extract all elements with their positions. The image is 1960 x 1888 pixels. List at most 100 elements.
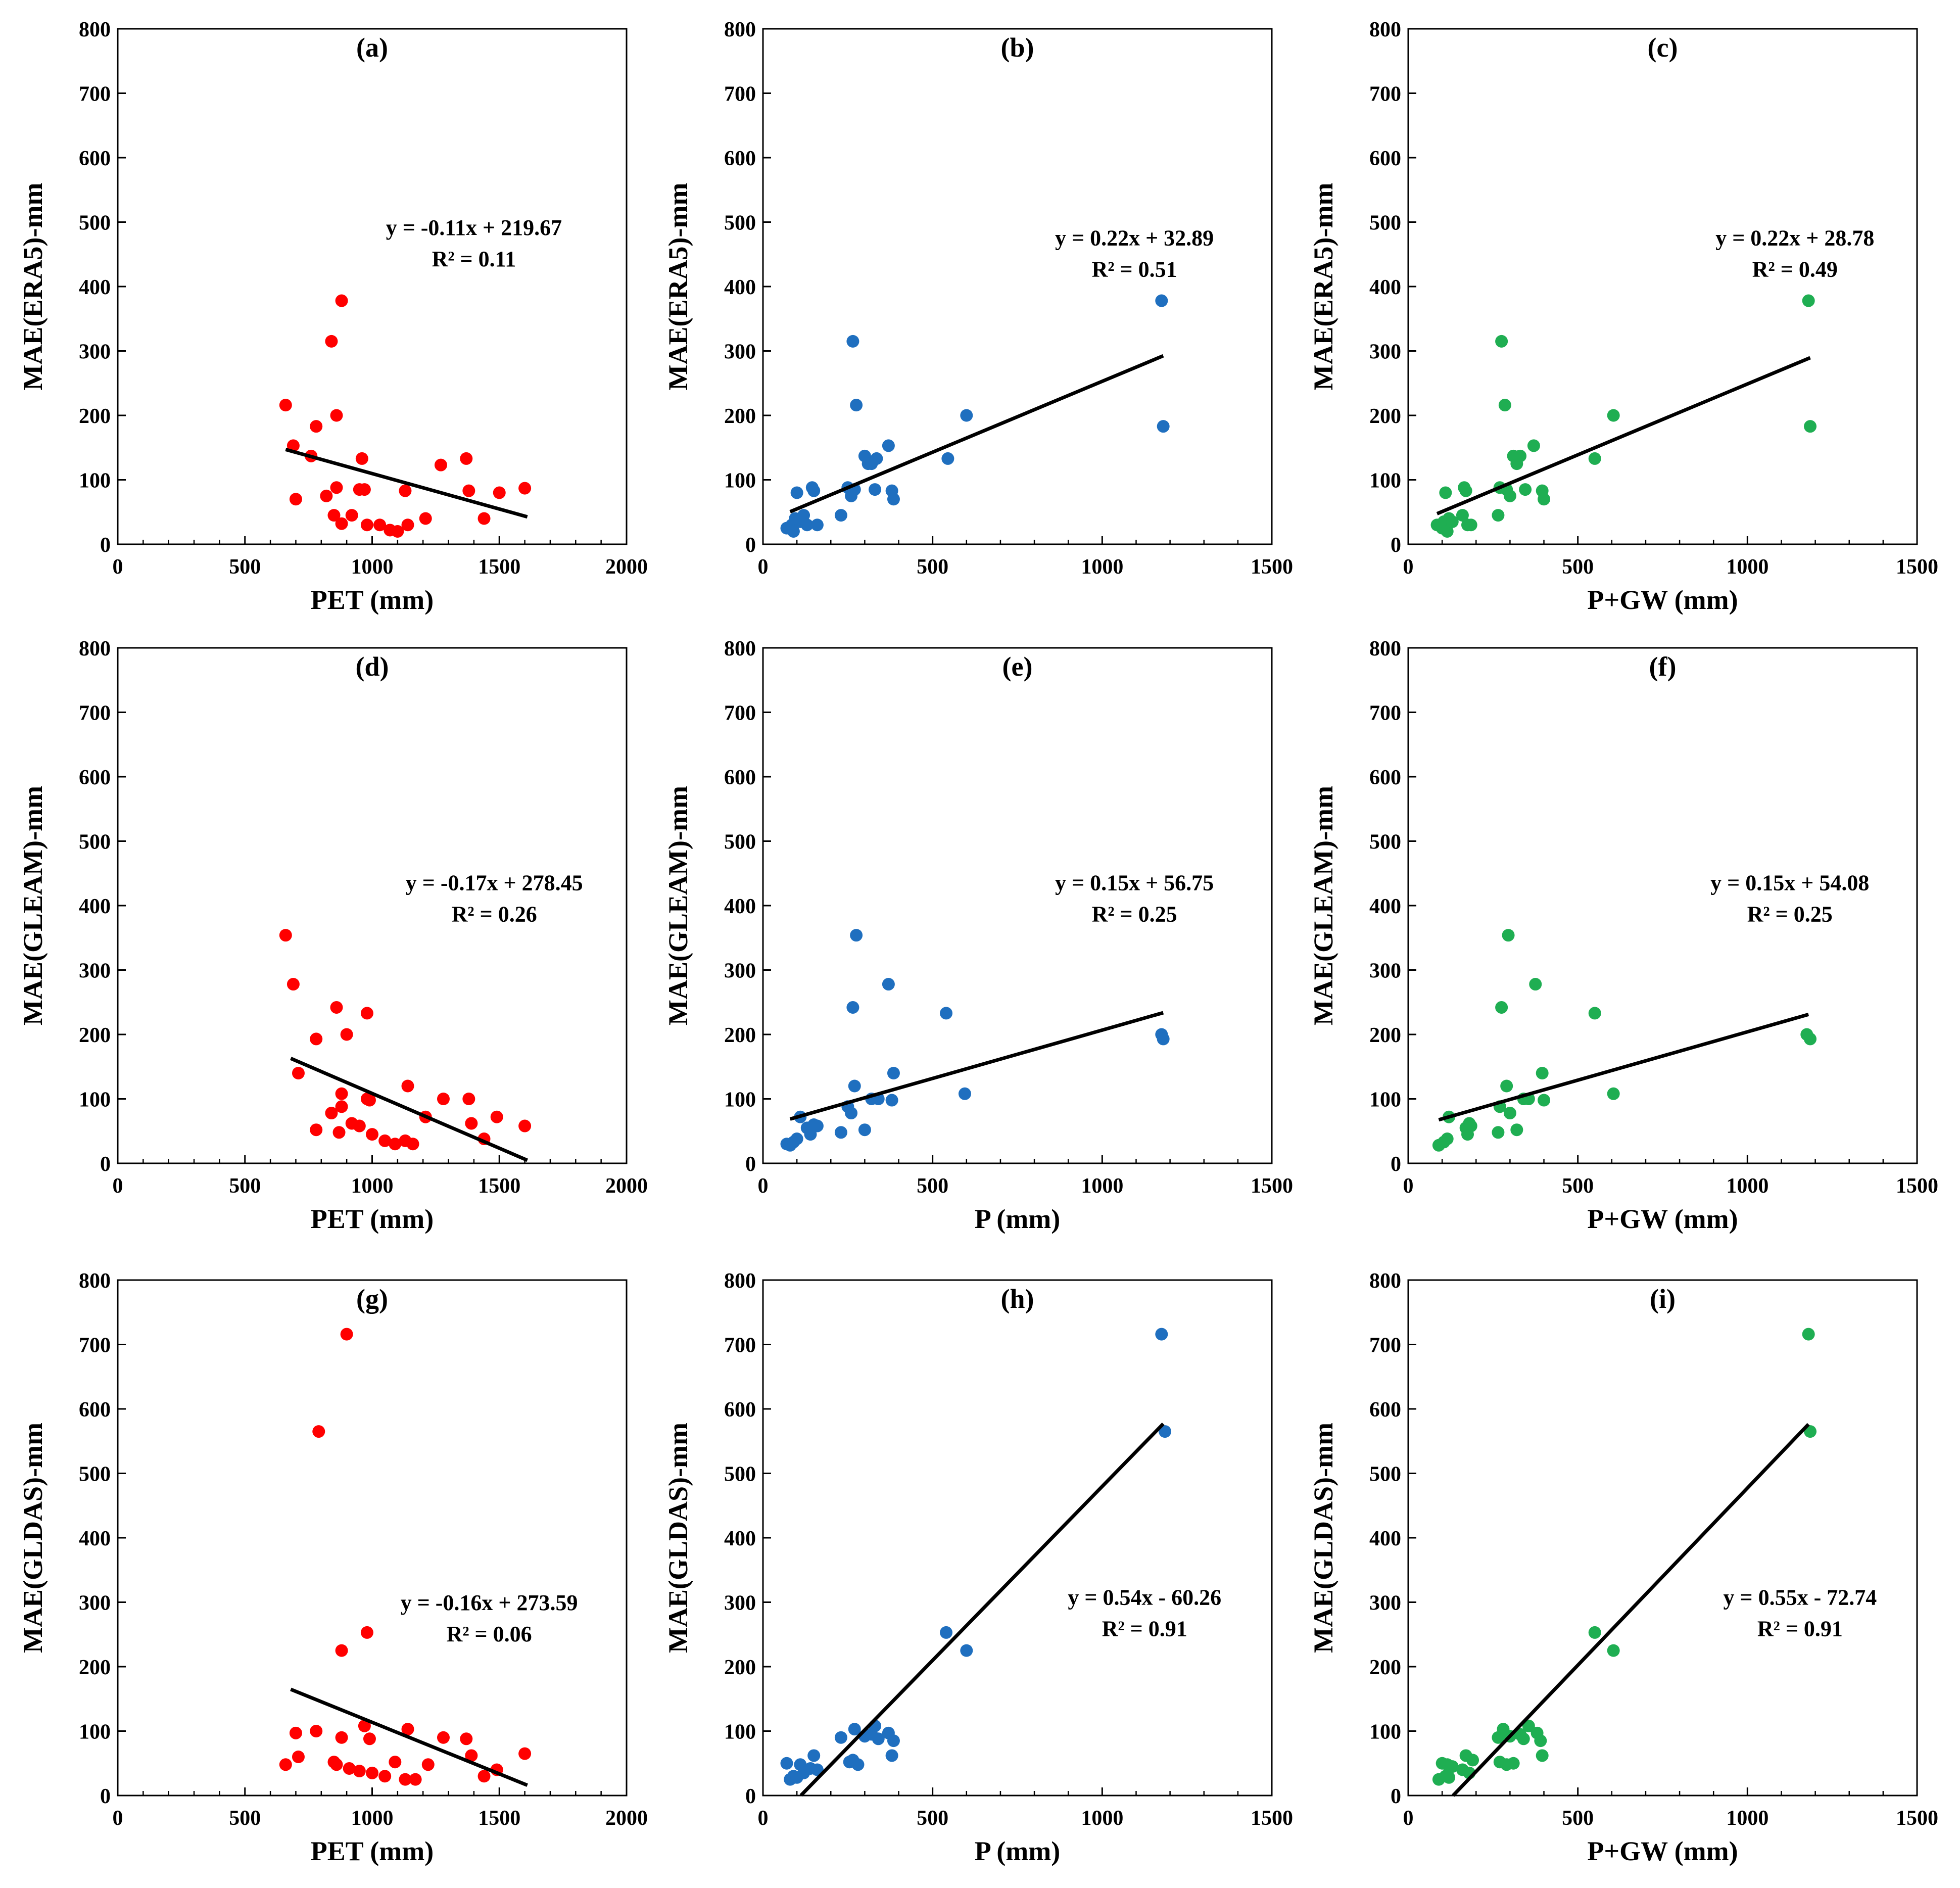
y-tick-label: 100 — [724, 1721, 756, 1744]
data-point — [1155, 1328, 1168, 1341]
data-point — [477, 1770, 491, 1783]
x-tick-label: 1000 — [1726, 1174, 1768, 1198]
data-point — [340, 1028, 353, 1041]
r-squared: R² = 0.11 — [432, 247, 516, 271]
data-point — [1441, 525, 1454, 538]
data-point — [1536, 1749, 1549, 1762]
data-point — [846, 335, 859, 348]
trend-line — [290, 1687, 528, 1787]
trend-line — [799, 1422, 1165, 1797]
y-tick-label: 700 — [724, 702, 756, 725]
x-tick-label: 1000 — [1081, 1807, 1123, 1830]
x-tick-label: 0 — [113, 1174, 123, 1198]
y-tick-label: 100 — [79, 1721, 111, 1744]
panel-h: 0 100 200 300 400 500 600 700 800 0 500 1000 1500 P (… — [663, 1269, 1293, 1866]
data-point — [401, 518, 414, 532]
data-point — [419, 512, 432, 525]
data-point — [434, 458, 447, 471]
data-point — [289, 493, 302, 506]
x-tick-label: 0 — [113, 1807, 123, 1830]
data-point — [279, 1758, 292, 1771]
y-tick-label: 800 — [79, 637, 111, 660]
x-tick-label: 0 — [1403, 555, 1414, 579]
y-tick-label: 300 — [724, 960, 756, 983]
data-point — [1536, 1067, 1549, 1079]
data-point — [1517, 1732, 1530, 1745]
trend-equation: y = 0.55x - 72.74 — [1724, 1585, 1877, 1610]
y-tick-label: 500 — [1369, 831, 1401, 854]
panel-label: (b) — [1001, 32, 1034, 63]
data-point — [1155, 294, 1168, 307]
panel-b: 0 100 200 300 400 500 600 700 800 0 500 1000 1500 MAE… — [663, 18, 1293, 579]
y-tick-label: 600 — [724, 766, 756, 789]
y-tick-label: 400 — [79, 895, 111, 918]
x-tick-label: 0 — [758, 555, 769, 579]
data-point — [1439, 486, 1452, 499]
data-point — [391, 525, 404, 538]
y-tick-label: 0 — [100, 1785, 111, 1808]
y-tick-label: 800 — [1369, 637, 1401, 660]
r-squared: R² = 0.06 — [447, 1622, 532, 1646]
data-point — [335, 294, 348, 307]
x-axis-label: PET (mm) — [311, 1836, 434, 1866]
x-tick-label: 1500 — [1251, 555, 1293, 579]
y-tick-label: 100 — [79, 469, 111, 493]
panel-label: (d) — [356, 651, 389, 682]
data-point — [335, 1100, 348, 1113]
panel-label: (c) — [1648, 32, 1678, 63]
data-point — [330, 481, 343, 494]
data-point — [1441, 1132, 1454, 1146]
y-axis-label: MAE(ERA5)-mm — [1308, 183, 1338, 391]
y-tick-label: 800 — [724, 1269, 756, 1293]
x-tick-label: 1000 — [351, 1174, 394, 1198]
data-point — [490, 1110, 503, 1123]
y-tick-label: 500 — [79, 1463, 111, 1486]
trend-equation: y = -0.17x + 278.45 — [406, 870, 583, 895]
x-tick-label: 500 — [917, 1174, 948, 1198]
y-tick-label: 200 — [724, 1024, 756, 1047]
data-point — [1446, 515, 1459, 528]
y-tick-label: 700 — [1369, 1334, 1401, 1357]
data-point — [810, 1119, 824, 1132]
y-tick-label: 100 — [1369, 1721, 1401, 1744]
x-tick-label: 1500 — [1896, 1807, 1938, 1830]
data-point — [940, 1007, 953, 1020]
data-point — [940, 1626, 953, 1639]
data-point — [780, 1757, 793, 1770]
panel-label: (a) — [356, 32, 388, 63]
data-point — [406, 1138, 419, 1151]
data-point — [1502, 929, 1515, 942]
trend-equation: y = 0.15x + 54.08 — [1710, 870, 1869, 895]
panel-a: 0 100 200 300 400 500 600 700 800 0 500 1000 1500 200… — [18, 18, 648, 615]
data-point — [960, 409, 973, 422]
data-point — [366, 1128, 378, 1141]
data-point — [1159, 1425, 1172, 1438]
y-tick-label: 300 — [79, 1592, 111, 1615]
y-tick-label: 600 — [724, 1398, 756, 1422]
data-point — [1157, 1032, 1170, 1046]
y-tick-label: 400 — [724, 1527, 756, 1550]
r-squared: R² = 0.25 — [1092, 902, 1177, 926]
y-tick-label: 0 — [1391, 1785, 1401, 1808]
y-tick-label: 100 — [79, 1089, 111, 1112]
data-point — [518, 1747, 532, 1760]
trend-equation: y = 0.22x + 32.89 — [1055, 225, 1214, 250]
panel-label: (g) — [356, 1284, 388, 1314]
data-point — [790, 1132, 803, 1146]
y-tick-label: 100 — [724, 469, 756, 493]
panel-label: (e) — [1002, 651, 1033, 682]
y-tick-label: 300 — [1369, 960, 1401, 983]
trend-line — [789, 354, 1164, 513]
y-tick-label: 800 — [724, 18, 756, 41]
y-tick-label: 0 — [1391, 534, 1401, 557]
y-tick-label: 0 — [100, 1153, 111, 1176]
data-point — [360, 518, 373, 532]
y-tick-label: 300 — [79, 960, 111, 983]
x-axis-label: PET (mm) — [311, 585, 434, 615]
data-point — [885, 1094, 898, 1107]
data-point — [960, 1644, 973, 1657]
trend-equation: y = 0.15x + 56.75 — [1055, 870, 1214, 895]
trend-line — [285, 448, 528, 519]
data-point — [335, 517, 348, 530]
data-point — [437, 1093, 450, 1105]
